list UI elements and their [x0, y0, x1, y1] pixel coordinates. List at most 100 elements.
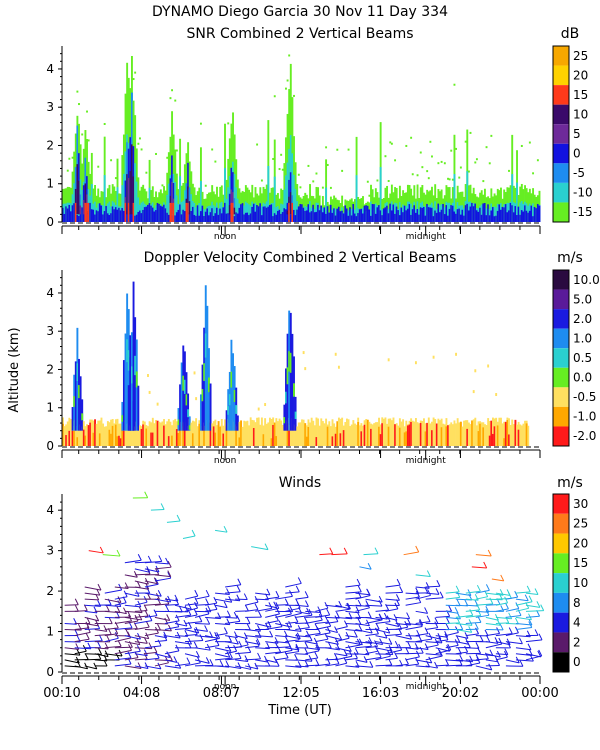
- snr-cell: [463, 208, 466, 222]
- wind-barb: [124, 616, 142, 621]
- wind-barb-flag: [314, 623, 319, 630]
- colorbar-label: 8: [573, 596, 581, 610]
- wind-barb: [225, 650, 237, 655]
- wind-barb: [84, 586, 102, 591]
- snr-cell: [236, 198, 239, 222]
- wind-barb-flag: [295, 645, 300, 652]
- wind-barb: [134, 658, 148, 661]
- snr-cell: [445, 205, 448, 222]
- velocity-cell: [493, 426, 496, 446]
- wind-barb-flag: [537, 650, 542, 658]
- wind-barb: [495, 653, 508, 656]
- snr-cell: [309, 212, 311, 222]
- velocity-cell: [190, 422, 193, 446]
- velocity-cell: [171, 435, 174, 446]
- y-tick-label: 4: [46, 503, 54, 517]
- velocity-cell: [411, 420, 414, 446]
- colorbar-label: 2.0: [573, 312, 592, 326]
- snr-cell: [217, 214, 220, 222]
- velocity-cell: [262, 434, 265, 446]
- snr-cell: [201, 205, 204, 222]
- wind-barb-flag: [326, 657, 331, 665]
- wind-barb: [375, 653, 393, 656]
- snr-speck: [329, 186, 332, 189]
- snr-cell: [434, 210, 437, 222]
- snr-speck: [97, 165, 100, 168]
- snr-speck: [312, 180, 315, 183]
- snr-cell: [171, 202, 174, 222]
- wind-barb-flag: [335, 657, 340, 664]
- snr-cell: [440, 209, 443, 222]
- wind-barb-flag: [476, 584, 481, 592]
- wind-barb: [525, 604, 540, 608]
- snr-cell: [90, 209, 93, 222]
- wind-barb: [345, 610, 360, 614]
- snr-cell: [127, 202, 130, 222]
- velocity-cell: [73, 420, 76, 446]
- snr-cell: [286, 210, 289, 215]
- velocity-cell: [204, 333, 207, 358]
- snr-cell: [408, 204, 411, 222]
- velocity-cell: [275, 418, 278, 446]
- wind-barb: [315, 632, 331, 637]
- snr-cell: [455, 213, 458, 222]
- velocity-cell: [374, 422, 377, 446]
- velocity-cell: [111, 425, 114, 446]
- snr-cell: [466, 203, 469, 222]
- wind-barb-flag: [353, 630, 358, 638]
- snr-cell: [536, 203, 539, 222]
- wind-barb: [505, 608, 519, 612]
- panel-title: SNR Combined 2 Vertical Beams: [186, 26, 413, 42]
- snr-cell: [467, 210, 470, 222]
- snr-cell: [113, 209, 116, 222]
- velocity-cell: [119, 438, 122, 446]
- snr-speck: [169, 97, 172, 100]
- snr-cell: [337, 206, 340, 222]
- wind-barb: [166, 520, 181, 523]
- wind-barb: [204, 608, 218, 612]
- snr-cell: [102, 205, 105, 222]
- wind-barb: [455, 659, 473, 663]
- wind-barb-flag: [500, 574, 505, 582]
- velocity-cell: [309, 422, 311, 446]
- wind-barb: [74, 631, 91, 637]
- velocity-cell: [199, 424, 202, 446]
- wind-barb: [144, 560, 162, 564]
- snr-speck: [366, 180, 369, 183]
- velocity-cell: [156, 420, 159, 446]
- snr-cell: [203, 209, 206, 222]
- velocity-cell: [164, 424, 167, 446]
- velocity-cell: [119, 423, 122, 446]
- wind-barb: [435, 664, 449, 667]
- snr-cell: [273, 176, 276, 222]
- snr-speck: [288, 54, 291, 57]
- snr-cell: [495, 215, 498, 222]
- wind-barb: [174, 635, 188, 637]
- velocity-speck: [302, 351, 305, 355]
- wind-barb: [415, 659, 432, 664]
- velocity-cell: [336, 421, 339, 446]
- snr-cell: [209, 212, 212, 222]
- snr-speck: [536, 159, 539, 162]
- velocity-cell: [397, 425, 400, 446]
- wind-barb-flag: [268, 602, 273, 609]
- snr-cell: [435, 212, 438, 222]
- wind-barb: [365, 633, 379, 637]
- velocity-speck: [474, 369, 477, 373]
- wind-barb: [94, 629, 107, 632]
- wind-barb: [154, 629, 172, 632]
- wind-barb: [415, 594, 431, 600]
- snr-cell: [495, 207, 498, 222]
- snr-cell: [82, 199, 85, 215]
- wind-barb: [255, 607, 272, 612]
- snr-cell: [260, 215, 263, 222]
- wind-barb-flag: [504, 648, 509, 655]
- wind-barb-flag: [456, 599, 461, 606]
- snr-cell: [296, 209, 299, 222]
- wind-barb: [245, 658, 261, 661]
- wind-barb: [154, 603, 169, 606]
- wind-barb: [134, 610, 148, 612]
- wind-barb: [375, 647, 393, 652]
- wind-barb-flag: [388, 644, 393, 652]
- colorbar-swatch: [553, 85, 569, 105]
